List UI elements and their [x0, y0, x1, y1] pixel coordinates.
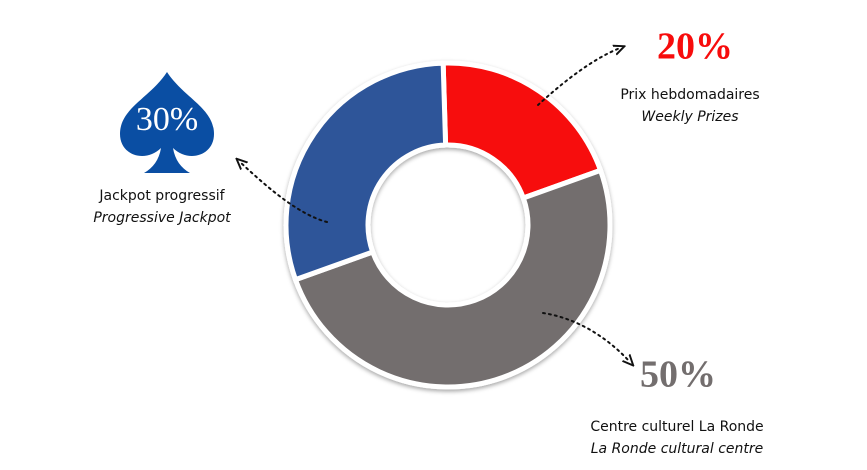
category-label-en: La Ronde cultural centre — [591, 441, 763, 457]
donut-slice — [292, 167, 613, 390]
donut — [283, 60, 613, 390]
category-label-en: Progressive Jackpot — [93, 210, 231, 226]
category-label-en: Weekly Prizes — [641, 109, 738, 125]
labels: 20% Prix hebdomadaires Weekly Prizes 50% Cen… — [93, 26, 763, 457]
percent-label: 20% — [657, 26, 733, 68]
category-label: Jackpot progressif — [98, 188, 225, 204]
arrow — [542, 312, 630, 362]
donut-slice — [283, 60, 449, 283]
arrow — [240, 162, 328, 223]
arrow — [537, 48, 620, 106]
percent-label: 50% — [640, 354, 716, 396]
donut-slice — [440, 60, 604, 202]
category-label: Centre culturel La Ronde — [590, 419, 763, 435]
category-label: Prix hebdomadaires — [620, 87, 759, 103]
spade-icon — [120, 72, 214, 173]
percent-label: 30% — [136, 101, 198, 138]
